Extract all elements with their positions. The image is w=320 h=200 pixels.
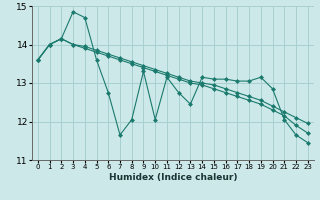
X-axis label: Humidex (Indice chaleur): Humidex (Indice chaleur) <box>108 173 237 182</box>
